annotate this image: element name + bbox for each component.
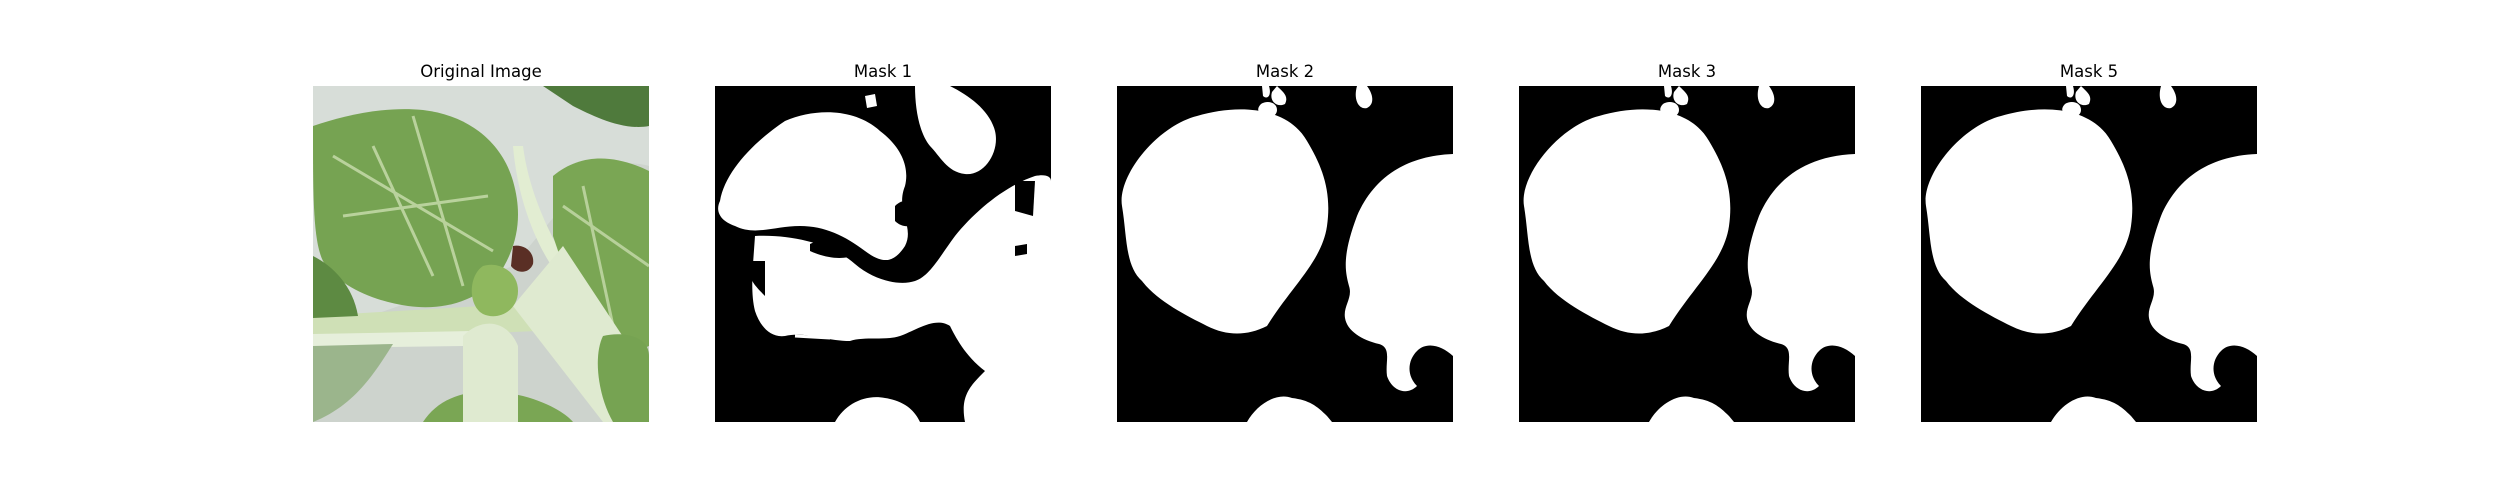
original-photo	[313, 86, 649, 422]
panel-title: Mask 2	[1255, 62, 1315, 81]
panel-title: Original Image	[420, 62, 542, 81]
mask-image	[1117, 86, 1453, 422]
mask-image	[1921, 86, 2257, 422]
panel-mask-1: Mask 1	[715, 60, 1051, 422]
mask-image	[715, 86, 1051, 422]
panel-original: Original Image	[313, 60, 649, 422]
mask-image	[1519, 86, 1855, 422]
panel-mask-3: Mask 3	[1519, 60, 1855, 422]
panel-title: Mask 3	[1657, 62, 1717, 81]
panel-mask-5: Mask 5	[1921, 60, 2257, 422]
panel-mask-2: Mask 2	[1117, 60, 1453, 422]
panel-title: Mask 5	[2059, 62, 2119, 81]
panel-title: Mask 1	[853, 62, 913, 81]
